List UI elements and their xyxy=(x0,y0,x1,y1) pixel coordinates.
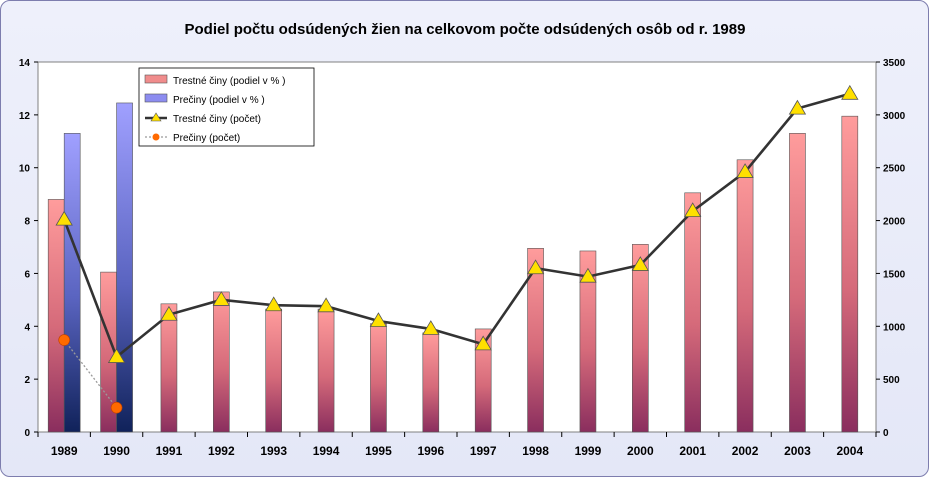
x-tick-label: 1989 xyxy=(51,444,78,458)
legend-swatch-bar xyxy=(144,74,168,84)
y-left-tick-label: 0 xyxy=(24,428,30,439)
marker-triangle xyxy=(264,296,283,312)
marker-triangle xyxy=(160,305,178,321)
bar-trestne-ciny-podiel xyxy=(736,159,754,433)
chart-title: Podiel počtu odsúdených žien na celkovom… xyxy=(185,21,746,38)
marker-triangle xyxy=(736,163,754,178)
y-right-tick-label: 0 xyxy=(883,428,889,439)
x-tick-label: 2001 xyxy=(679,444,706,458)
marker-triangle xyxy=(317,297,335,313)
y-right-tick-label: 3000 xyxy=(883,111,906,122)
y-right-tick-label: 1000 xyxy=(883,322,906,333)
x-tick-label: 1991 xyxy=(156,444,183,458)
marker-triangle xyxy=(579,267,597,283)
bar-trestne-ciny-podiel xyxy=(841,115,859,433)
x-tick-label: 1993 xyxy=(260,444,287,458)
marker-triangle xyxy=(369,312,388,328)
marker-triangle xyxy=(631,256,650,271)
legend: Trestné činy (podiel v % ) Prečiny (podie… xyxy=(138,67,315,147)
y-left-tick-label: 2 xyxy=(24,375,30,386)
legend-marker-triangle xyxy=(150,112,162,122)
marker-triangle xyxy=(841,84,859,100)
x-tick-label: 1992 xyxy=(208,444,235,458)
x-tick-label: 1995 xyxy=(365,444,392,458)
x-tick-label: 1994 xyxy=(313,444,340,458)
y-left-tick-label: 8 xyxy=(24,217,30,228)
x-tick-label: 1997 xyxy=(470,444,497,458)
bar-trestne-ciny-podiel xyxy=(527,248,544,433)
bar-trestne-ciny-podiel xyxy=(474,328,492,433)
x-tick-label: 1996 xyxy=(417,444,444,458)
y-left-tick-label: 6 xyxy=(24,269,30,280)
marker-triangle xyxy=(683,202,702,218)
bar-trestne-ciny-podiel xyxy=(632,244,649,433)
bar-trestne-ciny-podiel xyxy=(422,332,440,433)
x-tick-label: 2000 xyxy=(627,444,654,458)
marker-triangle xyxy=(55,210,73,226)
bar-trestne-ciny-podiel xyxy=(789,133,806,433)
y-right-tick-label: 2500 xyxy=(883,164,906,175)
x-tick-label: 1998 xyxy=(522,444,549,458)
x-tick-label: 2004 xyxy=(836,444,863,458)
marker-circle xyxy=(58,334,70,346)
marker-triangle xyxy=(107,348,126,363)
bar-trestne-ciny-podiel xyxy=(684,192,701,433)
legend-label: Trestné činy (počet) xyxy=(173,114,261,125)
bar-trestne-ciny-podiel xyxy=(47,199,65,433)
legend-box xyxy=(138,67,315,147)
bar-trestne-ciny-podiel xyxy=(317,308,335,433)
y-left-tick-label: 14 xyxy=(19,58,31,69)
bar-trestne-ciny-podiel xyxy=(579,250,597,433)
y-right-tick-label: 500 xyxy=(883,375,900,386)
legend-label: Trestné činy (podiel v % ) xyxy=(173,76,285,87)
legend-swatch-bar xyxy=(144,93,168,103)
legend-label: Prečiny (podiel v % ) xyxy=(173,95,265,106)
x-tick-label: 1990 xyxy=(103,444,130,458)
bar-trestne-ciny-podiel xyxy=(370,323,387,433)
legend-marker-circle xyxy=(152,133,160,141)
y-right-tick-label: 3500 xyxy=(883,58,906,69)
x-tick-label: 2002 xyxy=(732,444,759,458)
bar-trestne-ciny-podiel xyxy=(213,291,230,433)
bar-trestne-ciny-podiel xyxy=(160,303,178,433)
y-right-tick-label: 2000 xyxy=(883,217,906,228)
marker-triangle xyxy=(212,291,231,306)
x-tick-label: 1999 xyxy=(575,444,602,458)
y-left-tick-label: 12 xyxy=(19,111,31,122)
marker-triangle xyxy=(526,259,545,275)
marker-circle xyxy=(110,401,123,414)
line-trestne-ciny-pocet xyxy=(62,92,851,360)
y-left-tick-label: 4 xyxy=(24,322,30,333)
bar-preciny-podiel xyxy=(116,102,133,433)
bar-preciny-podiel xyxy=(63,133,81,433)
marker-triangle xyxy=(474,335,492,351)
marker-triangle xyxy=(422,320,440,335)
y-right-tick-label: 1500 xyxy=(883,269,906,280)
x-tick-label: 2003 xyxy=(784,444,811,458)
bar-trestne-ciny-podiel xyxy=(265,308,282,433)
y-left-tick-label: 10 xyxy=(19,164,31,175)
marker-triangle xyxy=(788,99,807,115)
legend-label: Prečiny (počet) xyxy=(173,133,240,144)
